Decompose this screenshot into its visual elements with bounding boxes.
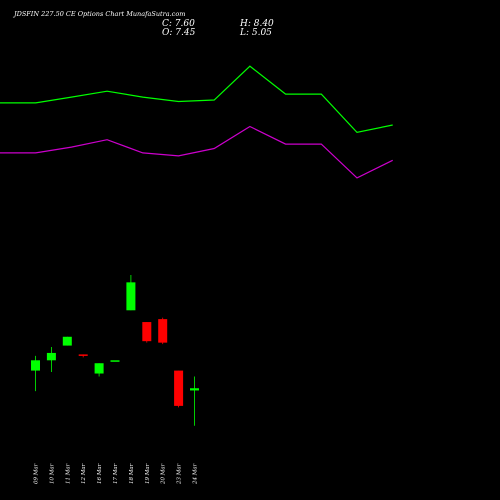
- candle-body: [78, 354, 88, 356]
- x-tick-label: 17 Mar: [113, 463, 119, 484]
- candle-body: [126, 282, 136, 311]
- candle-body: [158, 319, 168, 343]
- close-value: C: 7.60: [162, 19, 195, 29]
- candle-body: [62, 336, 72, 346]
- x-tick-label: 10 Mar: [49, 463, 55, 484]
- candle-body: [174, 370, 184, 406]
- open-value: O: 7.45: [162, 28, 196, 38]
- x-tick-label: 24 Mar: [193, 463, 199, 485]
- chart-title: JDSFIN 227.50 CE Options Chart MunafaSut…: [14, 10, 186, 18]
- candle-body: [31, 360, 40, 371]
- x-tick-label: 23 Mar: [177, 463, 183, 485]
- x-tick-label: 18 Mar: [129, 463, 135, 484]
- candle-body: [46, 352, 56, 361]
- candle-body: [94, 363, 104, 374]
- bands-layer: [0, 65, 393, 179]
- x-tick-label: 20 Mar: [161, 463, 167, 485]
- x-tick-label: 11 Mar: [65, 463, 71, 484]
- upper-band-line: [0, 65, 393, 134]
- x-tick-label: 16 Mar: [97, 463, 103, 484]
- candle-body: [142, 322, 152, 342]
- low-value: L: 5.05: [240, 28, 272, 38]
- x-axis-labels: 09 Mar 10 Mar 11 Mar 12 Mar 16 Mar 17 Mar 18 M…: [34, 463, 199, 485]
- candle-body: [190, 388, 199, 391]
- x-tick-label: 09 Mar: [34, 463, 40, 484]
- candles-layer: [31, 275, 199, 426]
- x-tick-label: 19 Mar: [145, 463, 151, 484]
- candle-body: [110, 360, 120, 362]
- x-tick-label: 12 Mar: [81, 463, 87, 484]
- high-value: H: 8.40: [240, 19, 274, 29]
- lower-band-line: [0, 125, 393, 179]
